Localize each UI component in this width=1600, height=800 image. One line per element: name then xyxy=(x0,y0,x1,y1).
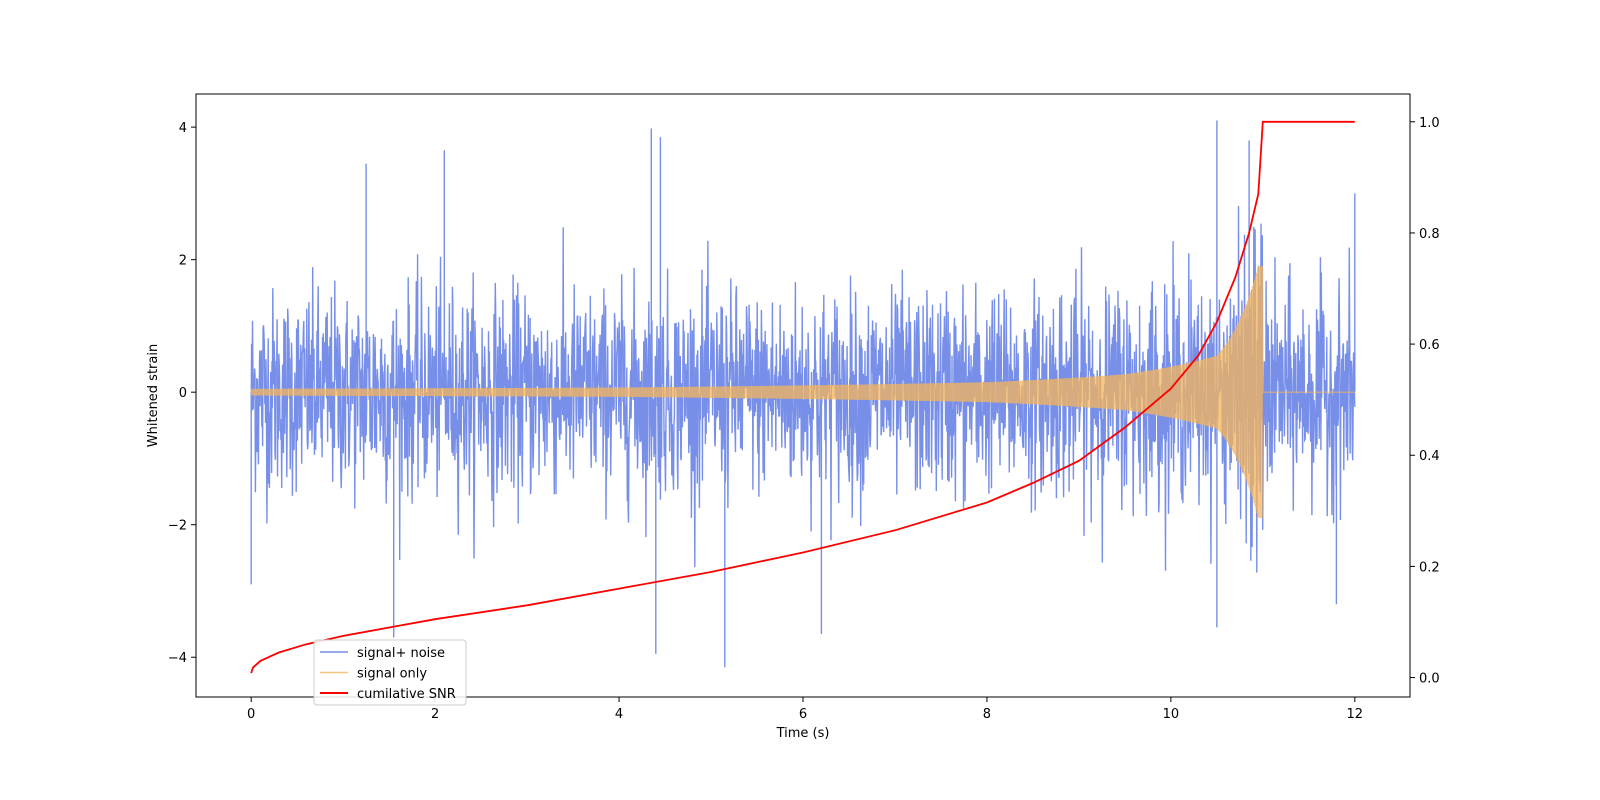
x-tick-label: 0 xyxy=(247,707,255,722)
legend-label: cumilative SNR xyxy=(357,687,456,702)
plot-area xyxy=(250,120,1356,674)
y2-tick-label: 0.0 xyxy=(1419,672,1440,687)
y-tick-label: 4 xyxy=(179,121,187,136)
x-tick-label: 2 xyxy=(431,707,439,722)
legend: signal+ noise signal only cumilative SNR xyxy=(313,639,467,706)
x-tick-label: 6 xyxy=(799,707,807,722)
y2-tick-label: 0.2 xyxy=(1419,560,1440,575)
series-signal-only-line xyxy=(250,266,1355,519)
y2-tick-label: 1.0 xyxy=(1419,116,1440,131)
y-axis-title: Whitened strain xyxy=(146,344,161,447)
legend-box xyxy=(313,639,467,706)
series-cumulative-snr-line xyxy=(250,120,1355,674)
y2-tick-label: 0.4 xyxy=(1419,449,1440,464)
ticks-layer: 0 2 4 6 8 10 12 −4 −2 0 2 4 0.0 0.2 0.4 0.6 0.8 1.0 xyxy=(168,116,1440,722)
x-tick-label: 8 xyxy=(983,707,991,722)
series-signal-noise-line xyxy=(250,120,1356,668)
x-tick-label: 12 xyxy=(1347,707,1364,722)
y-tick-label: 0 xyxy=(179,386,187,401)
x-tick-label: 4 xyxy=(615,707,623,722)
y-tick-label: −2 xyxy=(168,519,187,534)
x-tick-label: 10 xyxy=(1163,707,1180,722)
y2-tick-label: 0.8 xyxy=(1419,227,1440,242)
legend-label: signal only xyxy=(357,667,427,682)
y-tick-label: −4 xyxy=(168,651,187,666)
x-axis-title: Time (s) xyxy=(776,726,830,741)
y2-tick-label: 0.6 xyxy=(1419,338,1440,353)
legend-label: signal+ noise xyxy=(357,646,445,661)
y-tick-label: 2 xyxy=(179,254,187,269)
